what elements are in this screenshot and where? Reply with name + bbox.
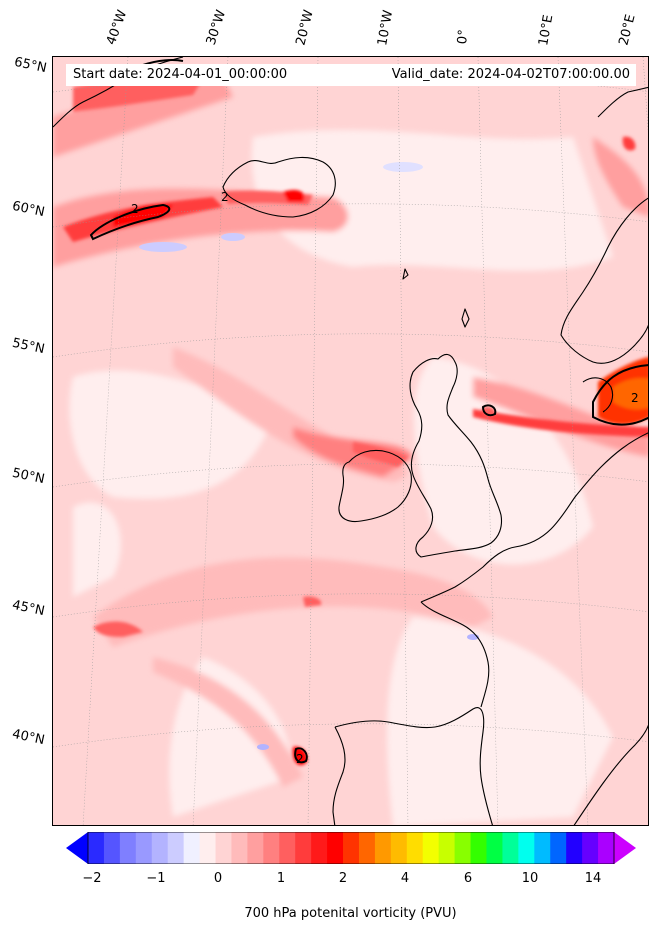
colorbar-max-arrow bbox=[614, 832, 636, 864]
colorbar-cell bbox=[470, 832, 488, 864]
lon-label-30w: 30°W bbox=[203, 8, 230, 47]
colorbar-tick-label: 0 bbox=[213, 871, 223, 886]
contour-line-north-sea bbox=[481, 404, 497, 417]
colorbar-cells bbox=[88, 832, 615, 864]
colorbar-tick-label: 10 bbox=[521, 871, 539, 886]
lat-label-45n: 45°N bbox=[10, 597, 46, 620]
negative-pv-patch bbox=[257, 744, 269, 750]
pv-2-contours bbox=[89, 59, 648, 764]
lon-label-10w: 10°W bbox=[375, 9, 397, 48]
map-panel: 2 2 2 2 bbox=[52, 56, 649, 826]
colorbar-tick-label: 1 bbox=[276, 871, 286, 886]
colorbar-title: 700 hPa potenital vorticity (PVU) bbox=[244, 906, 457, 921]
lat-label-60n: 60°N bbox=[10, 198, 46, 221]
coastlines bbox=[53, 57, 648, 825]
colorbar-cell bbox=[486, 832, 504, 864]
pv-field-map: 2 2 2 2 bbox=[53, 57, 648, 825]
colorbar-cell bbox=[438, 832, 456, 864]
norway-coast bbox=[560, 197, 648, 364]
start-date-label: Start date: 2024-04-01_00:00:00 bbox=[73, 67, 288, 82]
colorbar-tick-label: 6 bbox=[463, 871, 473, 886]
colorbar-cell bbox=[199, 832, 217, 864]
negative-pv-patch bbox=[221, 233, 245, 241]
colorbar-cell bbox=[167, 832, 185, 864]
negative-pv-patch bbox=[383, 162, 423, 172]
colorbar-cell bbox=[183, 832, 201, 864]
colorbar-cell bbox=[263, 832, 280, 864]
lat-label-55n: 55°N bbox=[10, 335, 46, 358]
great-britain-coast bbox=[409, 353, 503, 558]
contour-line-greenland bbox=[142, 59, 184, 66]
contour-line-iberia bbox=[294, 747, 308, 764]
ireland-coast bbox=[338, 449, 412, 523]
contour-label: 2 bbox=[296, 752, 304, 766]
lon-label-40w: 40°W bbox=[103, 8, 131, 47]
colorbar-cell bbox=[550, 832, 567, 864]
lat-label-50n: 50°N bbox=[10, 465, 46, 488]
lat-label-65n: 65°N bbox=[12, 54, 48, 77]
lon-label-0: 0° bbox=[455, 28, 472, 45]
shetland-coast bbox=[461, 308, 470, 328]
colorbar-tick-label: −1 bbox=[146, 871, 166, 886]
iceland-coast bbox=[222, 156, 336, 218]
pv-contour-fill bbox=[53, 77, 648, 825]
mediterranean-coast bbox=[573, 724, 648, 825]
colorbar-cell bbox=[295, 832, 312, 864]
iberia-coast bbox=[334, 707, 493, 825]
negative-pv-patch bbox=[139, 242, 187, 252]
contour-line-iceland-west bbox=[89, 203, 171, 241]
colorbar-min-arrow bbox=[66, 832, 88, 864]
colorbar bbox=[66, 832, 636, 864]
continental-coast-north bbox=[420, 432, 648, 603]
colorbar-cell bbox=[327, 832, 344, 864]
colorbar-cell bbox=[231, 832, 248, 864]
lat-label-40n: 40°N bbox=[10, 726, 46, 749]
colorbar-tick-label: 14 bbox=[584, 871, 602, 886]
faroe-coast bbox=[402, 268, 409, 280]
colorbar-cell bbox=[135, 832, 153, 864]
colorbar-cell bbox=[311, 832, 328, 864]
contour-label: 2 bbox=[221, 190, 229, 204]
colorbar-cell bbox=[422, 832, 440, 864]
norway-north-coast bbox=[597, 86, 648, 118]
colorbar-cell bbox=[88, 832, 105, 864]
france-biscay-coast bbox=[420, 601, 490, 708]
colorbar-tick-label: 2 bbox=[338, 871, 348, 886]
colorbar-tick-label: −2 bbox=[82, 871, 102, 886]
colorbar-cell bbox=[215, 832, 233, 864]
contour-line-baltic bbox=[592, 364, 648, 426]
colorbar-cell bbox=[279, 832, 296, 864]
colorbar-outline bbox=[87, 832, 615, 864]
colorbar-cell bbox=[390, 832, 408, 864]
colorbar-cell bbox=[566, 832, 583, 864]
colorbar-cell bbox=[119, 832, 137, 864]
contour-label: 2 bbox=[631, 391, 639, 405]
valid-date-label: Valid_date: 2024-04-02T07:00:00.00 bbox=[391, 67, 630, 82]
colorbar-cell bbox=[103, 832, 121, 864]
lon-label-20w: 20°W bbox=[293, 8, 317, 47]
colorbar-tick-label: 4 bbox=[400, 871, 410, 886]
contour-label: 2 bbox=[131, 202, 139, 216]
colorbar-cell bbox=[358, 832, 376, 864]
portugal-coast bbox=[332, 726, 346, 825]
lon-label-10e: 10°E bbox=[536, 13, 557, 47]
colorbar-cell bbox=[502, 832, 519, 864]
colorbar-cell bbox=[598, 832, 615, 864]
denmark-coast bbox=[582, 377, 614, 413]
colorbar-cell bbox=[343, 832, 360, 864]
date-info-bar: Start date: 2024-04-01_00:00:00 Valid_da… bbox=[66, 64, 636, 86]
colorbar-cell bbox=[454, 832, 472, 864]
colorbar-cell bbox=[518, 832, 535, 864]
colorbar-cell bbox=[406, 832, 424, 864]
colorbar-cell bbox=[582, 832, 599, 864]
lon-label-20e: 20°E bbox=[616, 13, 639, 47]
colorbar-cell bbox=[374, 832, 392, 864]
colorbar-cell bbox=[247, 832, 264, 864]
colorbar-cell bbox=[534, 832, 551, 864]
colorbar-cell bbox=[151, 832, 169, 864]
